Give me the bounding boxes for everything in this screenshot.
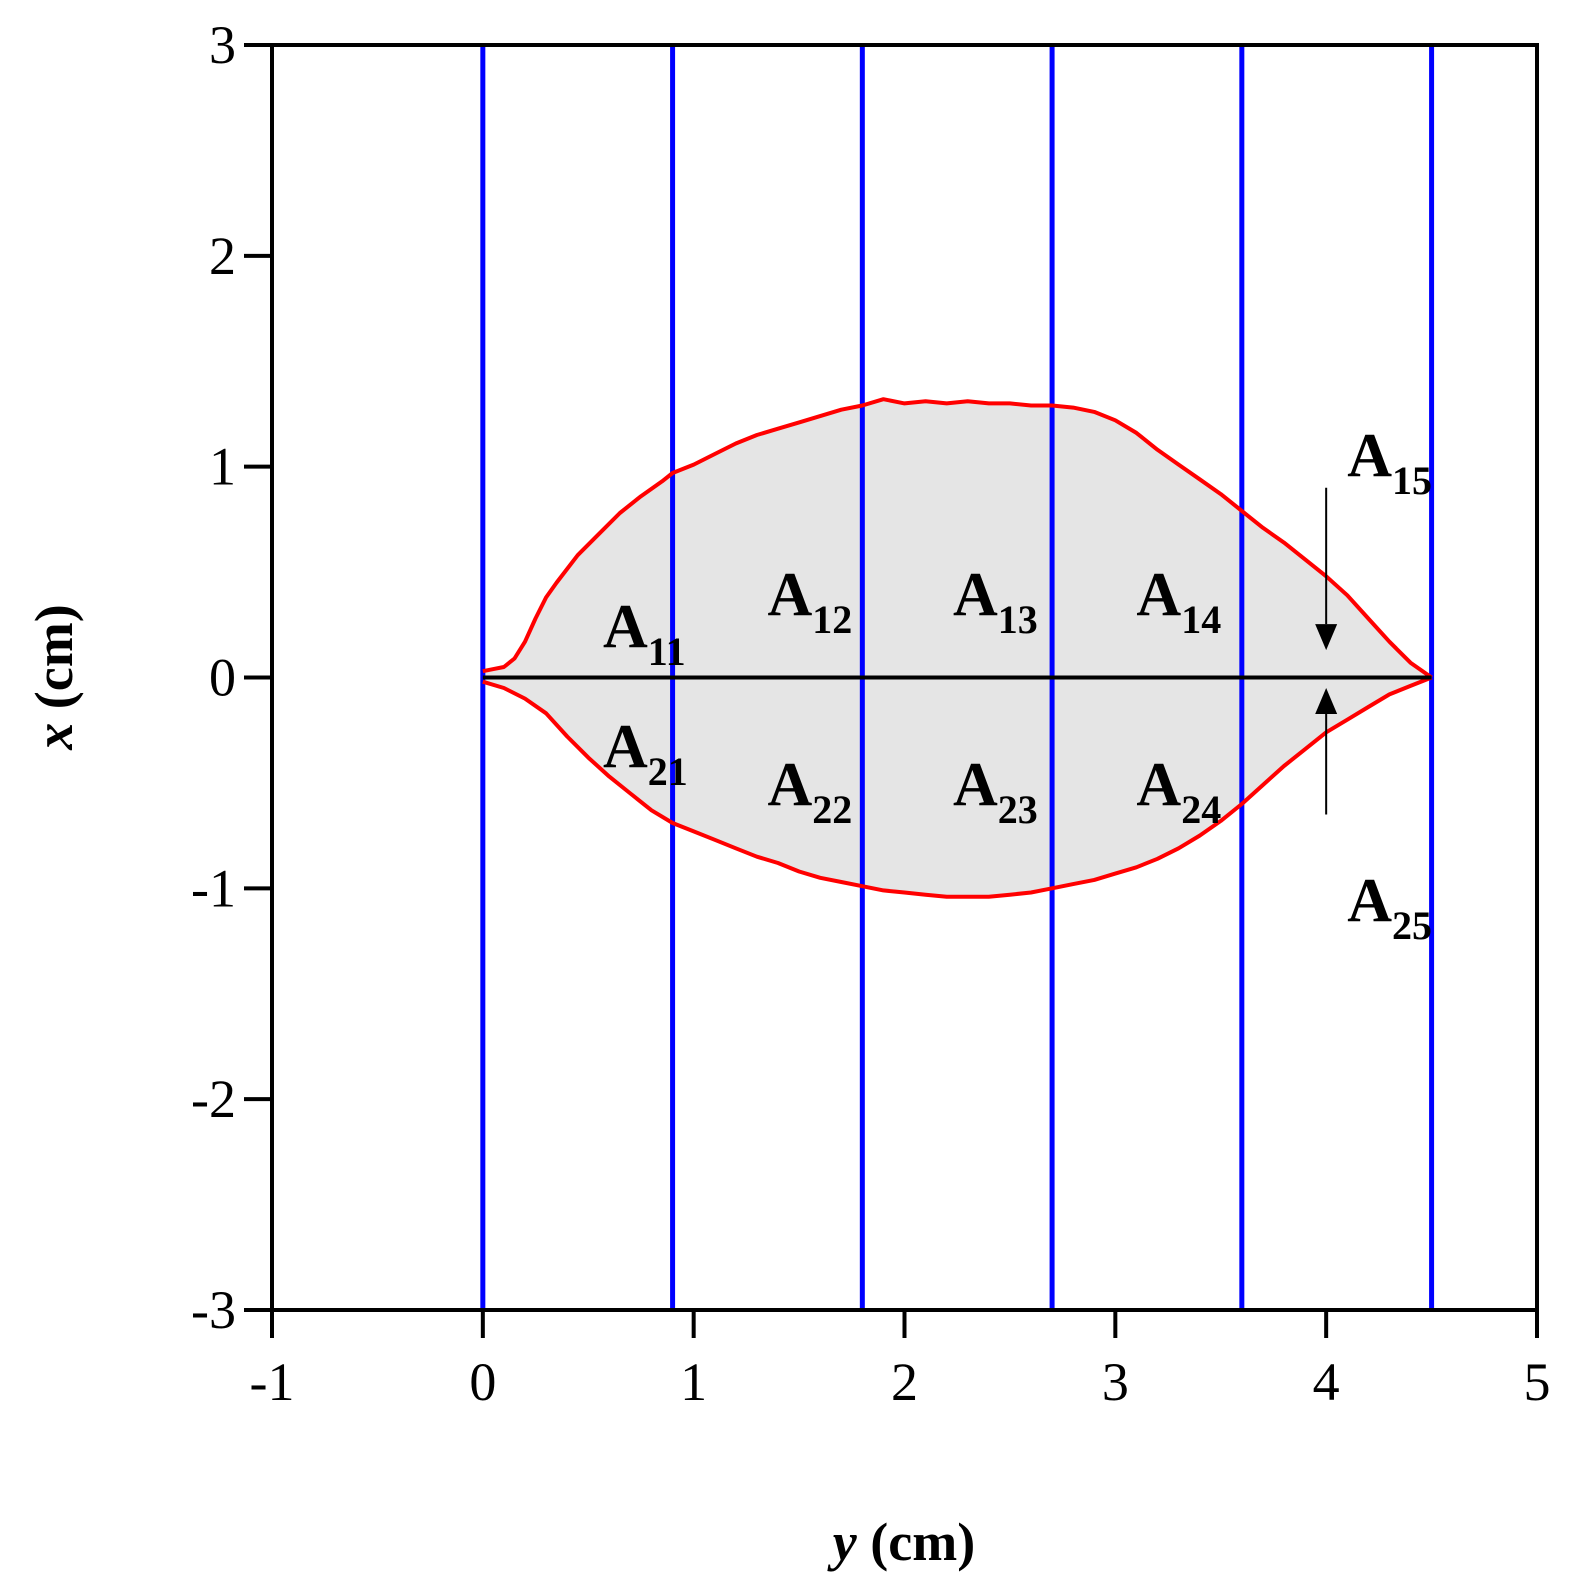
region-label-letter: A <box>603 593 648 661</box>
region-label: A14 <box>1136 561 1221 642</box>
shaded-region <box>482 399 1432 897</box>
region-label-letter: A <box>767 751 812 819</box>
region-label-subscript: 14 <box>1181 597 1221 642</box>
region-label-subscript: 21 <box>648 749 688 794</box>
region-label-letter: A <box>953 751 998 819</box>
region-label: A11 <box>603 593 686 674</box>
arrows <box>1315 487 1338 815</box>
region-label-letter: A <box>767 561 812 629</box>
x-tick-label: 2 <box>891 1352 918 1412</box>
region-label: A22 <box>767 751 852 832</box>
region-label: A21 <box>603 713 688 794</box>
arrow-head <box>1315 624 1338 651</box>
region-label-subscript: 22 <box>812 787 852 832</box>
region-label-subscript: 25 <box>1392 903 1432 948</box>
arrow-head <box>1315 688 1338 715</box>
x-tick-label: 3 <box>1102 1352 1129 1412</box>
region-label: A13 <box>953 561 1038 642</box>
upper-boundary-curve <box>482 397 1433 680</box>
x-tick-label: -1 <box>250 1352 295 1412</box>
boundary-curves <box>482 397 1433 899</box>
region-label: A12 <box>767 561 852 642</box>
region-label-subscript: 13 <box>998 597 1038 642</box>
region-label-letter: A <box>1347 867 1392 935</box>
y-tick-label: -1 <box>191 858 236 918</box>
x-tick-label: 4 <box>1313 1352 1340 1412</box>
region-label: A23 <box>953 751 1038 832</box>
y-tick-label: 2 <box>209 226 236 286</box>
y-tick-label: -3 <box>191 1280 236 1340</box>
region-label-letter: A <box>1136 751 1181 819</box>
lower-boundary-curve <box>482 675 1433 899</box>
region-label: A25 <box>1347 867 1432 948</box>
y-tick-label: -2 <box>191 1069 236 1129</box>
y-tick-label: 0 <box>209 648 236 708</box>
region-label-subscript: 24 <box>1181 787 1221 832</box>
region-label-subscript: 23 <box>998 787 1038 832</box>
region-label: A15 <box>1347 422 1432 503</box>
x-axis-title: y (cm) <box>827 1512 975 1572</box>
region-label-letter: A <box>1136 561 1181 629</box>
region-label-letter: A <box>603 713 648 781</box>
y-axis-title: x (cm) <box>24 604 84 750</box>
region-fill <box>482 399 1432 897</box>
region-label-subscript: 11 <box>648 629 686 674</box>
x-tick-label: 1 <box>680 1352 707 1412</box>
y-tick-label: 1 <box>209 437 236 497</box>
x-tick-label: 5 <box>1524 1352 1551 1412</box>
region-label-subscript: 15 <box>1392 458 1432 503</box>
region-label-subscript: 12 <box>812 597 852 642</box>
region-label-letter: A <box>1347 422 1392 490</box>
x-tick-label: 0 <box>469 1352 496 1412</box>
region-label-letter: A <box>953 561 998 629</box>
region-label: A24 <box>1136 751 1221 832</box>
y-tick-label: 3 <box>209 15 236 75</box>
